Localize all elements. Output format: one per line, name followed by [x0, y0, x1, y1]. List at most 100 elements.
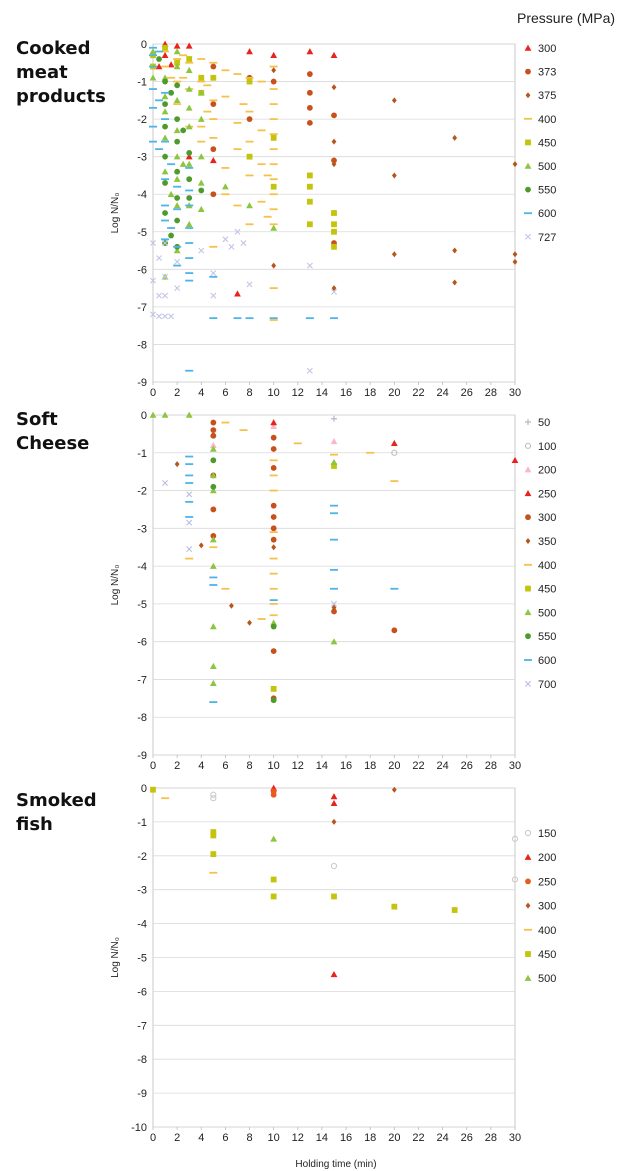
data-point [173, 58, 182, 60]
legend-label: 450 [538, 584, 556, 596]
x-tick-label: 16 [340, 1132, 352, 1144]
legend-marker [524, 117, 532, 120]
data-point [331, 608, 337, 615]
x-tick-label: 0 [150, 387, 156, 399]
data-point [239, 429, 248, 432]
data-point [186, 56, 193, 62]
data-point [161, 168, 169, 175]
legend-marker [525, 538, 531, 544]
x-tick-label: 18 [364, 1132, 376, 1144]
y-tick-label: 0 [141, 39, 147, 51]
data-point [245, 174, 254, 177]
data-point [185, 242, 194, 244]
data-point [185, 516, 194, 518]
data-point [197, 153, 205, 160]
x-tick-label: 10 [268, 1132, 280, 1144]
y-tick-label: -9 [137, 377, 147, 389]
legend-marker [524, 609, 532, 616]
data-point [391, 449, 398, 456]
data-point [185, 557, 194, 560]
series-450 [270, 463, 337, 692]
y-tick-label: 0 [141, 410, 147, 422]
x-tick-label: 14 [316, 1132, 328, 1144]
series-373 [210, 63, 337, 246]
data-point [270, 648, 277, 655]
data-point [162, 292, 169, 299]
legend-label: 200 [538, 465, 556, 477]
data-point [305, 317, 314, 320]
series-250 [270, 419, 519, 464]
data-point [179, 76, 188, 79]
data-point [263, 215, 272, 218]
series-550 [210, 457, 277, 704]
x-tick-label: 12 [292, 760, 304, 772]
data-point [270, 525, 277, 532]
data-point [209, 472, 217, 479]
data-point [197, 80, 206, 83]
data-point [197, 58, 206, 60]
data-point [271, 262, 277, 269]
data-point [168, 313, 175, 320]
data-point [185, 455, 194, 458]
data-point [210, 851, 217, 858]
x-tick-label: 20 [388, 1132, 400, 1144]
data-point [161, 74, 169, 81]
data-point [221, 193, 230, 196]
data-point [246, 116, 253, 123]
data-point [149, 46, 157, 49]
data-point [269, 599, 278, 602]
data-point [269, 223, 278, 226]
data-point [452, 247, 458, 254]
data-point [245, 110, 254, 113]
x-tick-label: 4 [198, 760, 204, 772]
data-point [269, 65, 278, 68]
data-point [185, 272, 194, 274]
data-point [161, 178, 170, 181]
data-point [270, 835, 278, 842]
data-point [162, 78, 168, 85]
legend-marker [525, 186, 531, 193]
data-point [331, 221, 337, 228]
legend-label: 150 [538, 828, 556, 840]
data-point [512, 251, 518, 258]
legend-label: 300 [538, 512, 556, 524]
series-400 [161, 50, 278, 321]
series-100 [391, 449, 398, 456]
data-point [210, 419, 217, 426]
data-point [185, 42, 193, 49]
data-point [174, 138, 181, 145]
data-point [162, 273, 169, 280]
x-tick-label: 26 [461, 387, 473, 399]
data-point [233, 121, 242, 124]
data-point [174, 116, 181, 123]
data-point [331, 84, 337, 91]
data-point [174, 217, 181, 224]
data-point [198, 74, 205, 81]
chart-panel: 0-1-2-3-4-5-6-7-8-90 2 4 6 8 10 12 14 16 18 20 22 24… [16, 409, 556, 772]
data-point [330, 793, 338, 800]
data-point [185, 123, 193, 130]
legend-label: 727 [538, 232, 556, 244]
data-point [209, 623, 217, 630]
data-point [203, 84, 212, 87]
data-point [391, 903, 398, 910]
y-tick-label: -6 [137, 986, 147, 998]
x-tick-label: 12 [292, 1132, 304, 1144]
data-point [209, 662, 217, 669]
data-point [173, 175, 181, 182]
data-point [186, 519, 193, 526]
data-point [150, 786, 156, 793]
data-point [451, 907, 458, 913]
series-500 [270, 835, 278, 842]
legend-marker [525, 92, 531, 99]
y-tick-label: -4 [137, 919, 147, 931]
series-300 [331, 786, 397, 825]
y-tick-label: -1 [137, 448, 147, 460]
data-point [149, 140, 157, 143]
data-point [185, 220, 193, 227]
legend-label: 450 [538, 949, 556, 961]
data-point [161, 93, 169, 100]
data-point [269, 118, 278, 121]
x-tick-label: 28 [485, 1132, 497, 1144]
data-point [185, 500, 194, 503]
